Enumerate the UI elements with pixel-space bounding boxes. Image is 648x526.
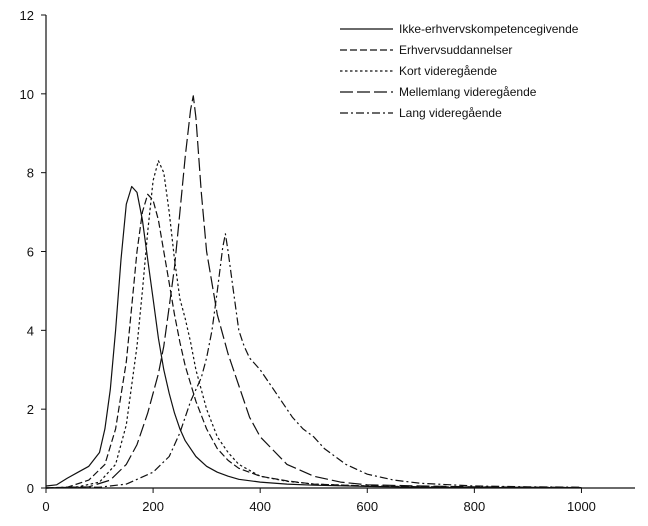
series-line-2 (45, 193, 582, 489)
x-tick-label: 600 (356, 499, 378, 514)
series-line-1 (45, 185, 582, 489)
series-layer (45, 95, 582, 489)
legend-label-4: Mellemlang videregående (399, 85, 537, 99)
x-tick-label: 800 (464, 499, 486, 514)
series-line-3 (45, 160, 582, 489)
legend-label-2: Erhvervsuddannelser (399, 43, 512, 57)
legend-label-1: Ikke-erhvervskompetencegivende (399, 22, 579, 36)
y-tick-label: 2 (27, 402, 34, 417)
axes: 0 200 400 600 800 1000 0 2 4 6 8 10 12 (20, 8, 635, 514)
y-tick-label: 6 (27, 245, 34, 260)
y-tick-label: 0 (27, 481, 34, 496)
legend: Ikke-erhvervskompetencegivende Erhvervsud… (340, 22, 579, 120)
x-tick-label: 1000 (567, 499, 596, 514)
y-tick-label: 10 (20, 87, 34, 102)
y-tick-label: 8 (27, 166, 34, 181)
x-tick-label: 400 (249, 499, 271, 514)
x-tick-label: 200 (142, 499, 164, 514)
series-line-4 (45, 95, 582, 489)
legend-label-5: Lang videregående (399, 106, 502, 120)
y-tick-label: 12 (20, 8, 34, 23)
x-tick-label: 0 (42, 499, 49, 514)
legend-label-3: Kort videregående (399, 64, 497, 78)
series-line-5 (45, 233, 582, 489)
y-tick-label: 4 (27, 323, 34, 338)
